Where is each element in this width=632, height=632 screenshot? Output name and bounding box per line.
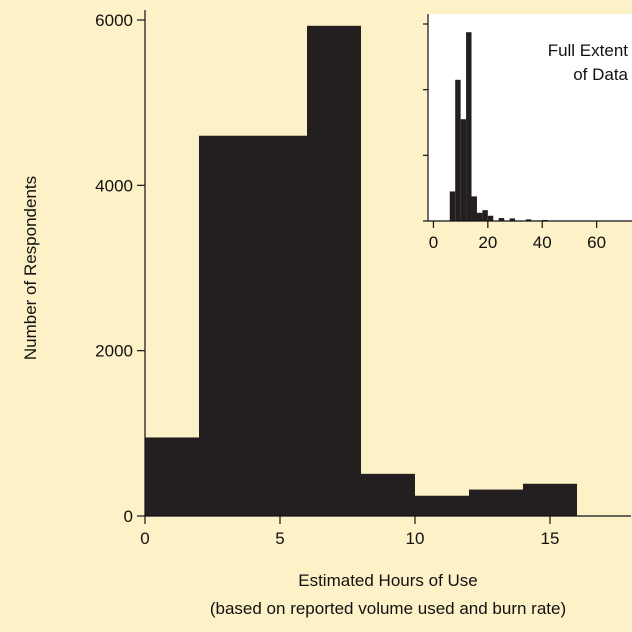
y-axis-title: Number of Respondents	[21, 176, 40, 360]
inset-bar-1	[455, 79, 461, 221]
inset-x-tick-label-1: 20	[478, 233, 497, 252]
inset-bar-2	[460, 119, 467, 221]
inset-bar-10	[525, 219, 532, 221]
main-plot: 0 2000 4000 6000 0 5 10 15	[95, 10, 631, 548]
inset-bar-6	[482, 210, 488, 221]
inset-bar-3	[466, 32, 472, 222]
inset-bar-9	[509, 218, 516, 221]
inset-plot: 0 20 40 60 Full Extent of Data	[423, 14, 632, 252]
inset-bar-4	[471, 196, 477, 221]
main-y-tick-label-1: 2000	[95, 342, 133, 361]
main-bar-1	[199, 135, 307, 516]
x-axis-title-line2: (based on reported volume used and burn …	[210, 599, 566, 618]
inset-x-tick-label-2: 40	[533, 233, 552, 252]
main-y-tick-label-2: 4000	[95, 176, 133, 195]
main-bar-2	[307, 25, 361, 516]
main-bar-6	[523, 483, 577, 516]
inset-x-tick-label-0: 0	[429, 233, 438, 252]
main-y-tick-label-3: 6000	[95, 11, 133, 30]
main-bar-3	[361, 473, 415, 516]
main-x-tick-label-3: 15	[541, 529, 560, 548]
inset-bar-8	[498, 218, 505, 221]
inset-title-line2: of Data	[573, 65, 628, 84]
main-bar-4	[415, 495, 469, 516]
main-y-tick-label-0: 0	[124, 507, 133, 526]
inset-bar-5	[476, 212, 483, 221]
x-axis-title: Estimated Hours of Use	[298, 571, 478, 590]
inset-bar-7	[487, 215, 494, 221]
main-x-tick-label-2: 10	[406, 529, 425, 548]
inset-bar-0	[449, 191, 456, 221]
inset-x-tick-label-3: 60	[587, 233, 606, 252]
main-x-tick-label-1: 5	[275, 529, 284, 548]
inset-title-line1: Full Extent	[548, 41, 629, 60]
main-x-tick-label-0: 0	[140, 529, 149, 548]
main-bar-0	[145, 437, 199, 516]
main-bar-5	[469, 489, 523, 516]
